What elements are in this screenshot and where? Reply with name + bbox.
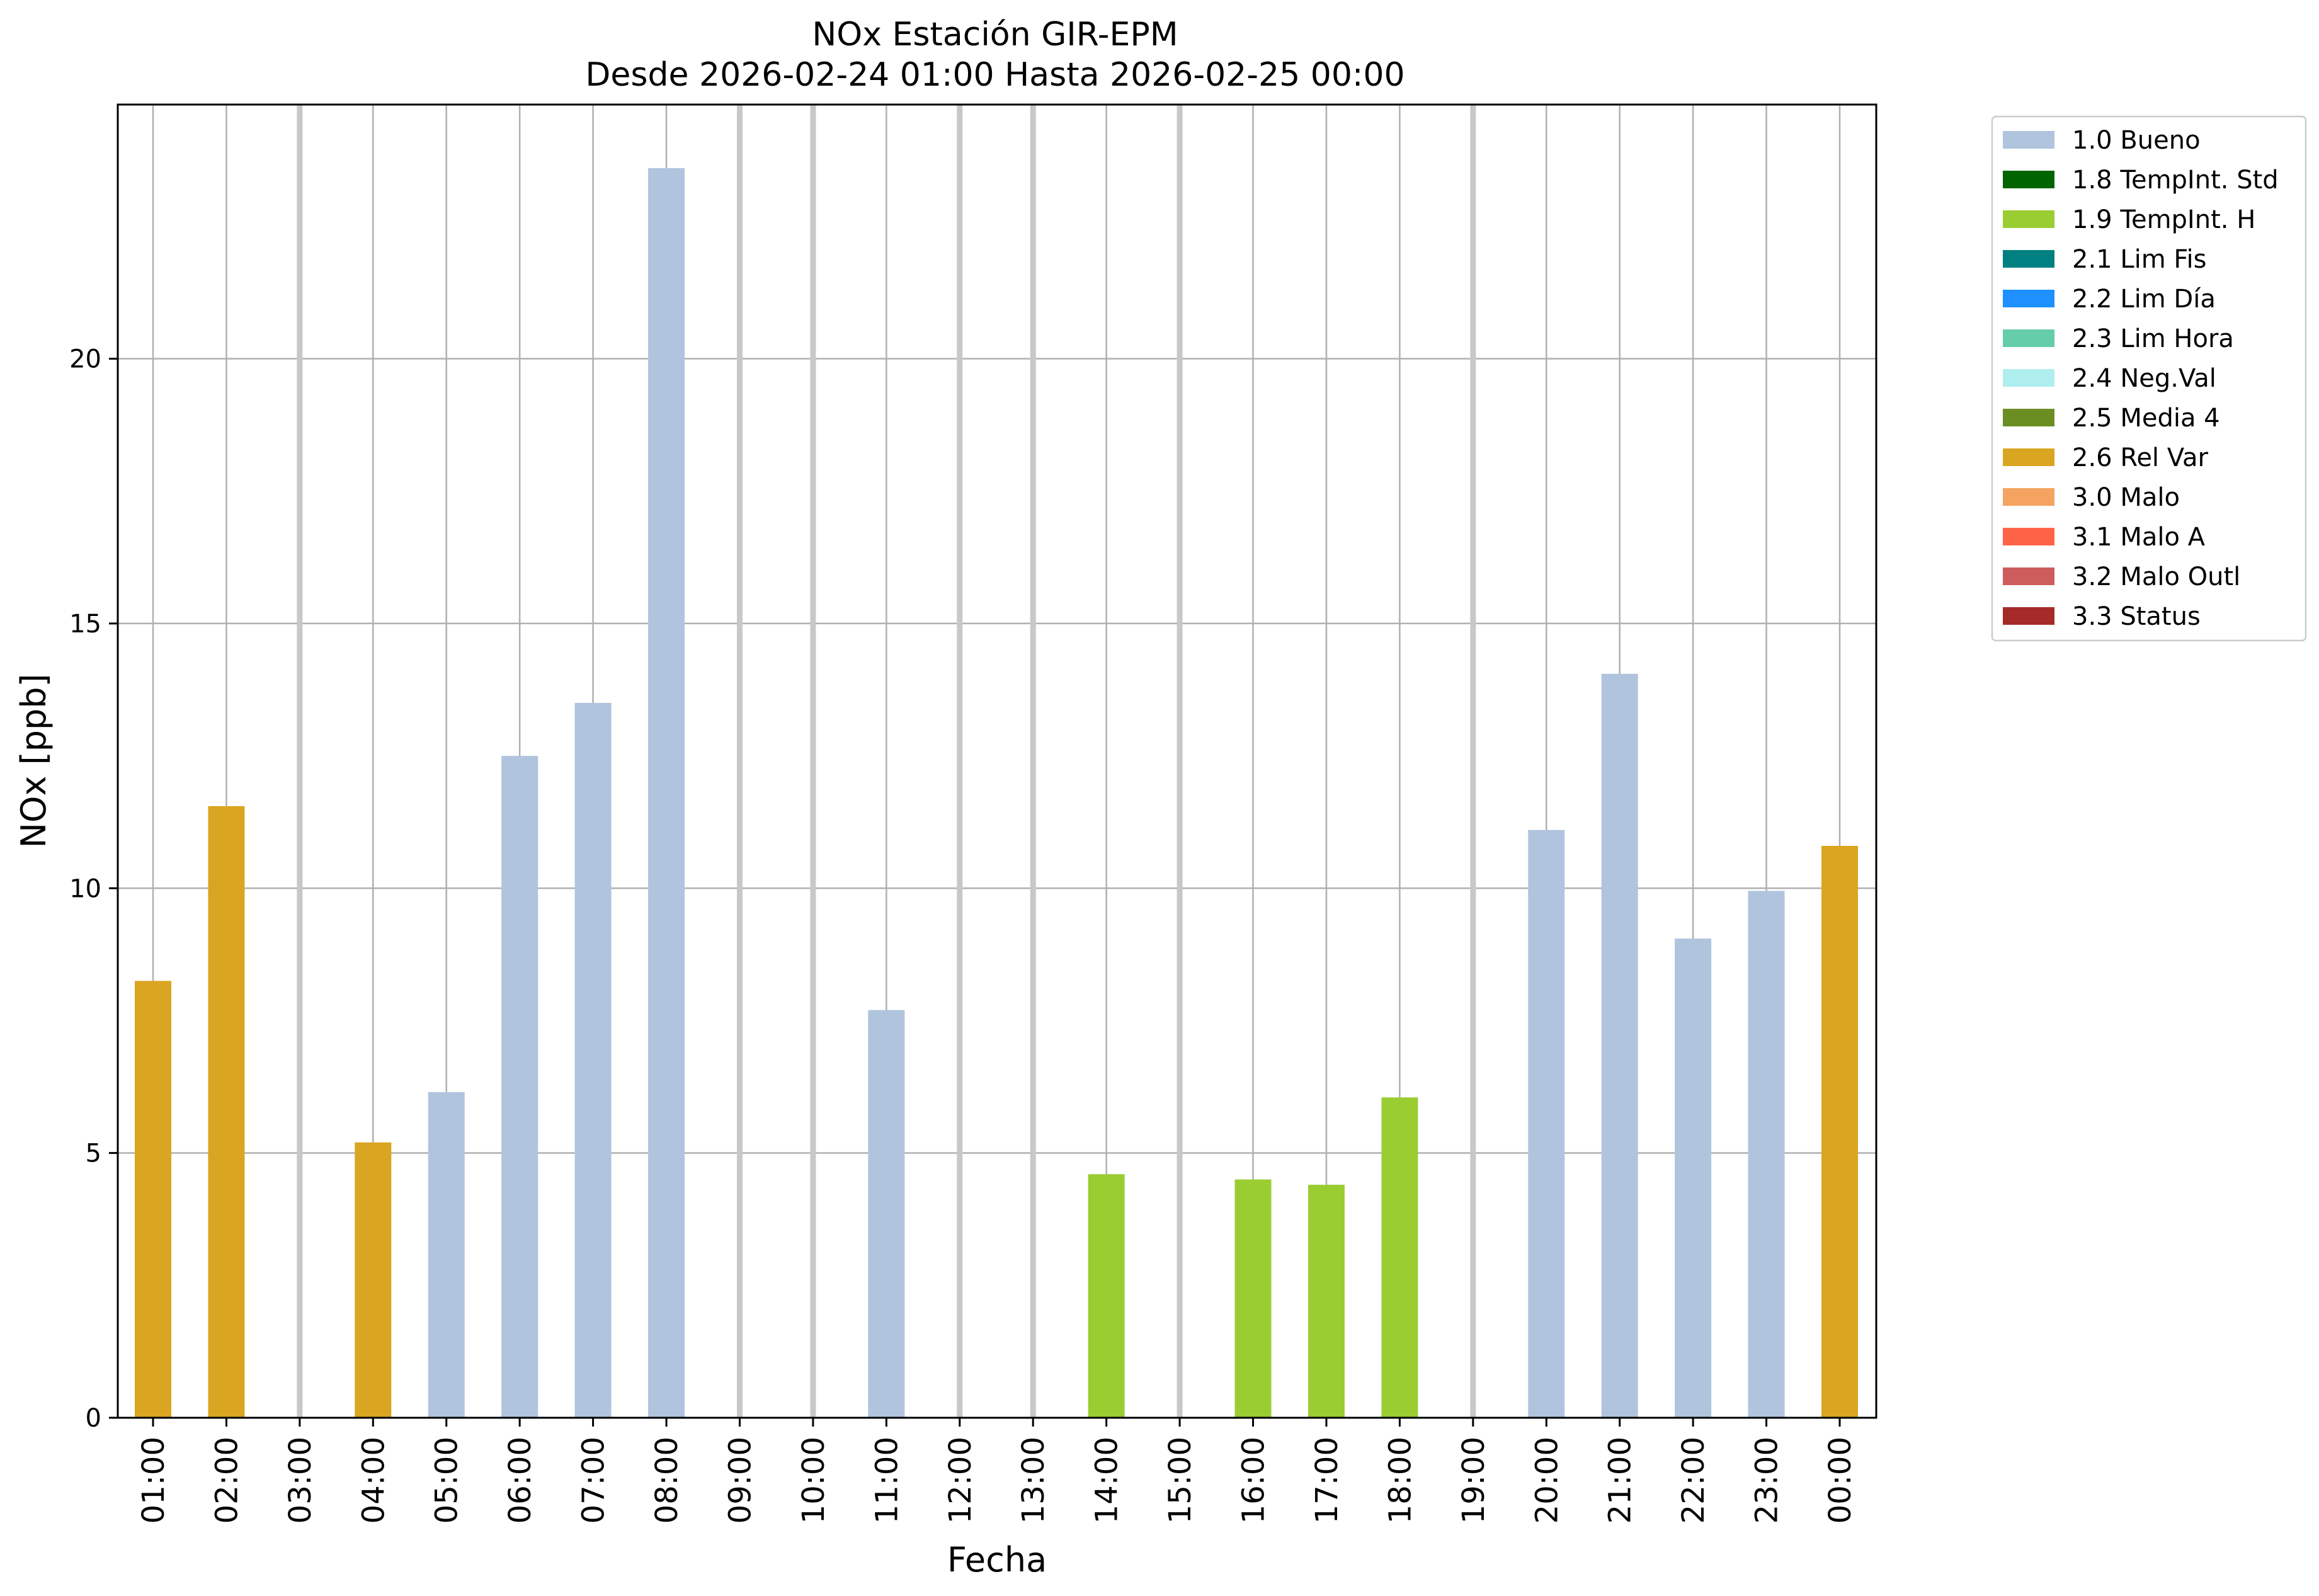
x-tick-label: 06:00 <box>503 1437 538 1524</box>
legend-swatch <box>2003 171 2054 188</box>
y-axis-ticks: 0 5 10 15 20 <box>69 345 118 1433</box>
x-tick-label: 16:00 <box>1236 1437 1272 1524</box>
legend-swatch <box>2003 488 2054 506</box>
bar-0800 <box>648 168 685 1418</box>
chart-subtitle: Desde 2026-02-24 01:00 Hasta 2026-02-25 … <box>585 56 1405 94</box>
x-tick-label: 23:00 <box>1750 1437 1785 1524</box>
legend-swatch <box>2003 448 2054 466</box>
bar-2000 <box>1528 829 1565 1418</box>
bar-2100 <box>1601 673 1638 1418</box>
legend-swatch <box>2003 131 2054 149</box>
bar-1800 <box>1381 1097 1418 1418</box>
legend-swatch <box>2003 369 2054 387</box>
legend-label: 1.8 TempInt. Std <box>2072 166 2279 195</box>
legend-label: 1.9 TempInt. H <box>2072 205 2255 234</box>
legend-label: 3.0 Malo <box>2072 483 2180 512</box>
x-tick-label: 17:00 <box>1309 1437 1345 1524</box>
x-tick-label: 04:00 <box>356 1437 391 1524</box>
x-axis-label: Fecha <box>947 1540 1047 1580</box>
y-tick-label: 5 <box>86 1139 101 1168</box>
y-tick-label: 10 <box>69 874 101 903</box>
legend-swatch <box>2003 528 2054 545</box>
x-tick-label: 13:00 <box>1016 1437 1051 1524</box>
x-tick-label: 05:00 <box>430 1437 465 1524</box>
y-tick-label: 15 <box>69 610 101 639</box>
x-axis-ticks: 01:00 02:00 03:00 04:00 05:00 06:00 07:00 08:00… <box>136 1418 1858 1524</box>
x-tick-label: 19:00 <box>1456 1437 1491 1524</box>
bar-0700 <box>574 703 612 1418</box>
legend-swatch <box>2003 250 2054 268</box>
bar-0100 <box>135 981 171 1418</box>
bar-1100 <box>868 1010 905 1418</box>
bar-0200 <box>208 806 245 1418</box>
bar-0600 <box>501 756 538 1418</box>
x-tick-label: 15:00 <box>1163 1437 1198 1524</box>
legend-swatch <box>2003 409 2054 426</box>
legend-label: 2.5 Media 4 <box>2072 404 2220 433</box>
x-tick-label: 18:00 <box>1382 1437 1418 1524</box>
legend-swatch <box>2003 210 2054 228</box>
chart-title: NOx Estación GIR-EPM <box>812 16 1178 54</box>
bar-0400 <box>355 1142 392 1418</box>
x-tick-label: 07:00 <box>576 1437 612 1524</box>
y-tick-label: 20 <box>69 345 101 374</box>
legend-swatch <box>2003 290 2054 307</box>
bar-2200 <box>1675 938 1712 1418</box>
x-tick-label: 02:00 <box>209 1437 244 1524</box>
bars <box>135 168 1858 1418</box>
x-tick-label: 14:00 <box>1090 1437 1125 1524</box>
bar-1600 <box>1234 1179 1272 1418</box>
x-tick-label: 03:00 <box>283 1437 318 1524</box>
legend-label: 1.0 Bueno <box>2072 126 2201 155</box>
x-tick-label: 21:00 <box>1603 1437 1638 1524</box>
legend-swatch <box>2003 329 2054 347</box>
legend: 1.0 Bueno 1.8 TempInt. Std 1.9 TempInt. H 2… <box>1991 115 2307 642</box>
y-tick-label: 0 <box>86 1404 101 1433</box>
y-axis-label: NOx [ppb] <box>14 674 54 848</box>
bar-1400 <box>1088 1174 1125 1418</box>
legend-swatch <box>2003 567 2054 585</box>
legend-label: 3.1 Malo A <box>2072 523 2206 552</box>
x-tick-label: 10:00 <box>796 1437 831 1524</box>
x-tick-label: 22:00 <box>1676 1437 1711 1524</box>
bar-0500 <box>428 1092 465 1418</box>
legend-label: 3.3 Status <box>2072 602 2201 631</box>
x-tick-label: 01:00 <box>136 1437 171 1524</box>
legend-label: 2.4 Neg.Val <box>2072 364 2216 393</box>
legend-label: 2.6 Rel Var <box>2072 443 2209 472</box>
x-tick-label: 08:00 <box>649 1437 685 1524</box>
legend-label: 2.2 Lim Día <box>2072 285 2216 314</box>
bar-2300 <box>1748 891 1785 1418</box>
x-tick-label: 20:00 <box>1529 1437 1564 1524</box>
x-tick-label: 09:00 <box>722 1437 758 1524</box>
legend-swatch <box>2003 607 2054 625</box>
x-tick-label: 11:00 <box>869 1437 904 1524</box>
bar-0000 <box>1821 846 1858 1418</box>
bar-1700 <box>1308 1185 1345 1418</box>
x-tick-label: 00:00 <box>1823 1437 1858 1524</box>
plot-frame <box>117 103 1877 1419</box>
legend-label: 3.2 Malo Outl <box>2072 562 2240 591</box>
legend-label: 2.3 Lim Hora <box>2072 324 2234 353</box>
legend-box <box>1991 115 2307 642</box>
legend-label: 2.1 Lim Fis <box>2072 245 2206 274</box>
x-tick-label: 12:00 <box>943 1437 978 1524</box>
